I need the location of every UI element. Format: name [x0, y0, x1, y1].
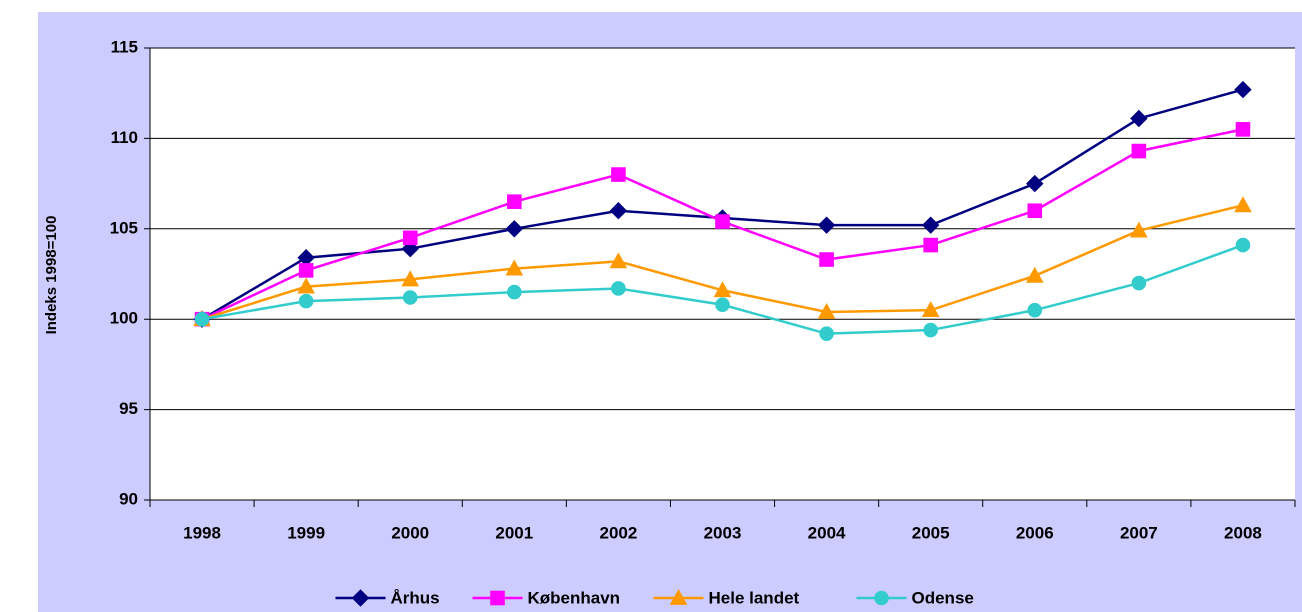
marker	[1130, 221, 1148, 238]
x-tick-label: 1999	[287, 523, 325, 542]
marker	[507, 194, 522, 209]
marker	[298, 263, 314, 278]
x-tick-label: 2005	[912, 523, 950, 542]
marker	[874, 590, 889, 606]
marker	[1234, 80, 1252, 99]
x-tick-label: 2008	[1224, 523, 1262, 542]
x-tick-label: 2007	[1120, 523, 1158, 542]
marker	[1235, 122, 1251, 137]
marker	[351, 589, 370, 607]
marker	[401, 270, 420, 287]
x-tick-label: 2000	[391, 523, 429, 542]
plot-area	[150, 48, 1295, 500]
marker	[490, 590, 505, 606]
marker	[402, 230, 418, 246]
marker	[819, 326, 834, 341]
marker	[1026, 174, 1044, 193]
marker	[669, 588, 688, 605]
marker	[817, 302, 836, 319]
marker	[817, 216, 836, 234]
y-tick-label: 110	[111, 128, 138, 147]
legend-label: Århus	[391, 588, 440, 607]
legend-label: Hele landet	[709, 588, 800, 607]
marker	[298, 293, 314, 309]
marker	[1130, 109, 1148, 128]
marker	[402, 290, 418, 305]
marker	[1027, 203, 1043, 219]
marker	[505, 259, 524, 276]
marker	[609, 252, 628, 269]
marker	[1234, 196, 1252, 213]
marker	[609, 202, 628, 220]
x-tick-label: 2001	[495, 523, 533, 542]
marker	[713, 281, 732, 298]
marker	[1131, 275, 1147, 291]
y-tick-label: 105	[110, 218, 138, 237]
marker	[505, 220, 524, 238]
marker	[1235, 237, 1251, 253]
marker	[923, 237, 938, 253]
marker	[819, 252, 834, 267]
marker	[611, 167, 626, 182]
marker	[507, 284, 522, 300]
marker	[1131, 143, 1147, 159]
legend-label: København	[528, 588, 621, 607]
marker	[1025, 266, 1044, 283]
x-tick-label: 2003	[704, 523, 742, 542]
x-tick-label: 1998	[183, 523, 221, 542]
marker	[715, 214, 730, 229]
y-tick-label: 90	[119, 489, 138, 508]
x-tick-label: 2002	[599, 523, 637, 542]
y-axis-label: Indeks 1998=100	[43, 216, 60, 335]
marker	[611, 281, 626, 296]
marker	[921, 216, 940, 234]
marker	[923, 322, 938, 338]
marker	[194, 311, 210, 327]
marker	[715, 297, 730, 313]
y-tick-label: 95	[119, 399, 138, 418]
marker	[297, 277, 315, 294]
marker	[1027, 302, 1043, 318]
legend-label: Odense	[912, 588, 974, 607]
y-tick-label: 115	[111, 37, 138, 56]
marker	[921, 301, 940, 318]
x-tick-label: 2006	[1016, 523, 1054, 542]
y-tick-label: 100	[110, 309, 138, 328]
x-tick-label: 2004	[808, 523, 846, 542]
